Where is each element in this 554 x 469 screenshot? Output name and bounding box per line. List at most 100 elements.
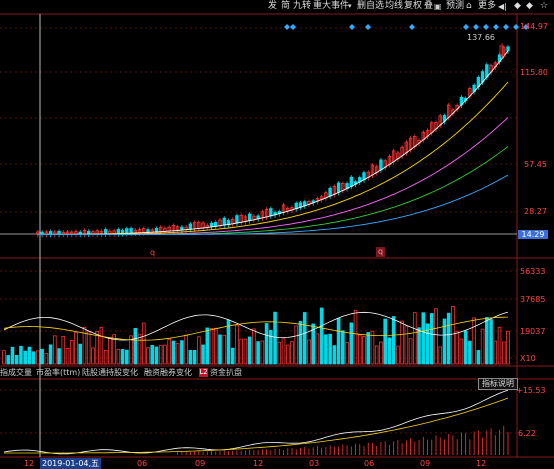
lock-icon[interactable]: ⌂	[466, 1, 472, 11]
volume-bar	[150, 345, 155, 365]
volume-bar	[476, 350, 481, 365]
toolbar-more[interactable]: 更多	[478, 1, 497, 11]
volume-bar	[23, 350, 27, 365]
candle-body	[247, 213, 252, 222]
volume-bar	[243, 338, 248, 365]
tab-pe-ttm[interactable]: 市盈率(ttm)	[36, 368, 81, 377]
volume-bar	[336, 317, 341, 365]
lock-icon[interactable]: ▣	[434, 2, 442, 11]
volume-bar	[353, 310, 358, 365]
indicator-line	[4, 397, 509, 454]
volume-bar	[285, 344, 290, 365]
volume-bar	[65, 348, 70, 365]
volume-bar	[222, 334, 227, 365]
volume-bar	[472, 317, 476, 365]
volume-bar	[78, 343, 83, 365]
tab-northbound-holding[interactable]: 陆股通持股变化	[82, 368, 138, 377]
volume-bar	[413, 312, 417, 365]
price-axis-label: 28.27	[524, 207, 547, 216]
volume-bar	[180, 340, 184, 365]
volume-bar	[192, 349, 197, 365]
volume-bar	[235, 324, 239, 365]
volume-bar	[438, 346, 443, 365]
volume-bar	[328, 333, 332, 365]
volume-bar	[31, 351, 36, 365]
candle-body	[485, 64, 489, 78]
time-axis-label: 03	[309, 459, 320, 468]
candle-body	[235, 215, 239, 224]
volume-bar	[154, 346, 159, 365]
volume-bar	[264, 323, 269, 365]
candle-body	[125, 228, 129, 234]
toolbar-overlay[interactable]: 叠	[424, 1, 434, 11]
volume-bar	[48, 344, 53, 365]
event-diamond	[513, 24, 519, 30]
toolbar-remove-watchlist[interactable]: 删自选	[357, 1, 385, 11]
toolbar-moving-average[interactable]: 均线	[385, 1, 404, 11]
volume-bar	[175, 343, 180, 365]
volume-bar	[332, 345, 337, 365]
tab-margin-trading[interactable]: 融资融券变化	[144, 368, 192, 377]
candle-body	[362, 172, 366, 181]
sound-icon[interactable]: ◀|	[498, 2, 507, 11]
volume-bar	[141, 322, 146, 365]
chevron-down-icon[interactable]: ▾	[348, 2, 352, 10]
volume-bar	[417, 327, 421, 365]
volume-bar	[205, 327, 210, 365]
toolbar-forecast[interactable]: 预测	[446, 1, 465, 11]
volume-bar	[158, 344, 163, 365]
toolbar-jiuzhuan[interactable]: 九转	[293, 1, 312, 11]
diamond-icon[interactable]: ◆	[514, 1, 521, 11]
q-marker[interactable]: q	[150, 248, 156, 257]
volume-bar	[434, 308, 438, 365]
volume-bar	[209, 327, 214, 365]
volume-bar	[91, 347, 95, 365]
time-axis-label: 12	[24, 459, 35, 468]
indicator-help-button[interactable]: 指标说明	[478, 378, 518, 390]
diamond-icon[interactable]: ◆	[526, 1, 533, 11]
event-diamond	[365, 24, 371, 30]
candle-body	[499, 45, 505, 57]
toolbar-major-events[interactable]: 重大事件	[313, 1, 350, 11]
toolbar-fa[interactable]: 发	[268, 1, 278, 11]
volume-bar	[463, 330, 468, 365]
candle-body	[328, 187, 332, 197]
candle-body	[379, 159, 383, 171]
event-diamond	[284, 24, 290, 30]
event-diamond	[473, 24, 479, 30]
toolbar-jian[interactable]: 简	[281, 1, 291, 11]
volume-bar	[396, 345, 400, 365]
indicator-tabs: 指成交量 市盈率(ttm) 陆股通持股变化 融资融券变化 L2 资金扒盘	[0, 366, 554, 379]
volume-bar	[341, 330, 345, 365]
event-diamond	[409, 24, 415, 30]
volume-bar	[167, 338, 171, 365]
q-marker[interactable]: q	[376, 247, 386, 257]
volume-bar	[112, 334, 116, 365]
max-price-marker: 137.66	[467, 33, 495, 42]
event-diamond	[349, 24, 355, 30]
volume-bar	[307, 339, 311, 365]
volume-bar	[311, 323, 315, 365]
toolbar-adjust[interactable]: 复权	[404, 1, 423, 11]
star-icon[interactable]: ☆	[540, 1, 549, 11]
volume-bar	[36, 350, 40, 365]
tab-volume[interactable]: 指成交量	[0, 368, 32, 377]
price-axis-label: 115.80	[520, 68, 548, 77]
indicator-axis-label: 6.22	[518, 429, 536, 438]
volume-bar	[163, 344, 167, 365]
l2-badge: L2	[199, 368, 208, 377]
volume-bar	[82, 326, 87, 365]
volume-bar	[2, 350, 6, 365]
tab-capital-flow[interactable]: 资金扒盘	[210, 368, 242, 377]
volume-bar	[455, 331, 459, 365]
volume-bar	[133, 327, 138, 365]
volume-bar	[252, 328, 256, 365]
time-axis-label: 09	[420, 459, 431, 468]
volume-bar	[273, 311, 277, 365]
volume-bar	[480, 328, 485, 365]
candle-body	[188, 223, 193, 230]
volume-bar	[349, 322, 354, 365]
time-axis-label: 12	[476, 459, 487, 468]
volume-bar	[137, 333, 142, 365]
